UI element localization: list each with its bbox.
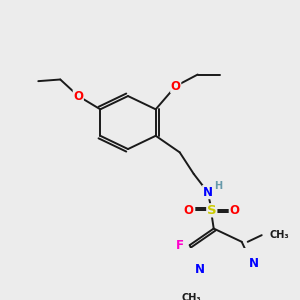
Text: F: F (176, 238, 184, 252)
Text: N: N (249, 257, 259, 270)
Text: S: S (207, 204, 217, 217)
Text: H: H (214, 181, 222, 191)
Text: N: N (203, 186, 213, 199)
Text: CH₃: CH₃ (270, 230, 289, 240)
Text: O: O (73, 90, 83, 103)
Text: N: N (195, 263, 205, 276)
Text: O: O (171, 80, 181, 93)
Text: O: O (230, 204, 240, 217)
Text: CH₃: CH₃ (182, 293, 202, 300)
Text: O: O (184, 204, 194, 217)
